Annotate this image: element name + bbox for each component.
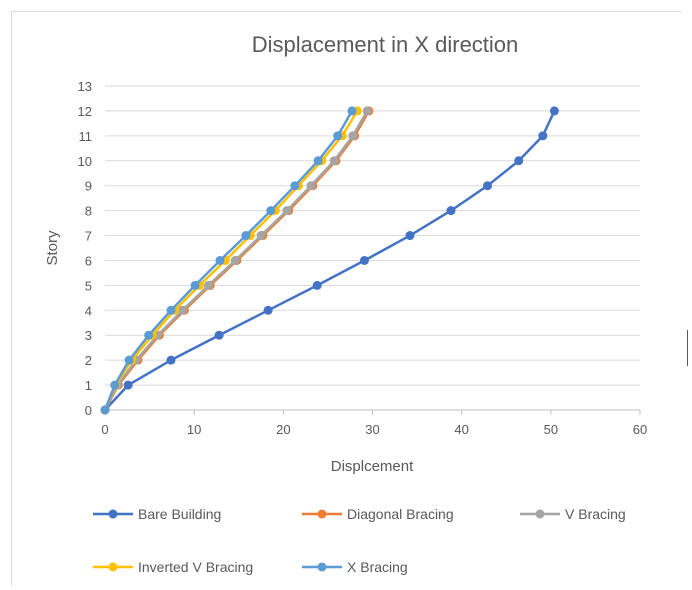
- data-point: [178, 305, 188, 315]
- legend-item: V Bracing: [520, 506, 626, 522]
- y-tick-label: 6: [85, 253, 92, 268]
- legend-label: Bare Building: [138, 506, 221, 522]
- data-point: [347, 106, 357, 116]
- legend-item: Inverted V Bracing: [93, 559, 253, 575]
- y-tick-label: 2: [85, 353, 92, 368]
- x-tick-label: 60: [633, 422, 647, 437]
- legend-item: Bare Building: [93, 506, 221, 522]
- legend-item: Diagonal Bracing: [302, 506, 454, 522]
- legend-label: V Bracing: [565, 506, 626, 522]
- data-point: [266, 206, 276, 216]
- data-point: [282, 206, 292, 216]
- data-point: [123, 380, 133, 390]
- legend-marker: [535, 509, 545, 519]
- y-tick-label: 7: [85, 229, 92, 244]
- data-point: [214, 330, 224, 340]
- y-tick-label: 13: [78, 79, 92, 94]
- x-tick-label: 30: [365, 422, 379, 437]
- data-point: [549, 106, 559, 116]
- y-tick-label: 11: [79, 129, 93, 144]
- data-point: [483, 181, 493, 191]
- x-tick-label: 0: [101, 422, 108, 437]
- data-point: [263, 305, 273, 315]
- data-point: [190, 280, 200, 290]
- data-point: [446, 206, 456, 216]
- data-point: [144, 330, 154, 340]
- data-point: [256, 231, 266, 241]
- data-point: [348, 131, 358, 141]
- x-tick-label: 20: [276, 422, 290, 437]
- legend-label: Inverted V Bracing: [138, 559, 253, 575]
- legend-marker: [108, 562, 118, 572]
- text-cursor: [687, 330, 688, 366]
- data-point: [203, 280, 213, 290]
- y-tick-label: 4: [85, 303, 92, 318]
- y-tick-label: 3: [85, 328, 92, 343]
- chart-frame: [11, 11, 681, 586]
- y-tick-label: 8: [85, 204, 92, 219]
- y-tick-label: 12: [78, 104, 92, 119]
- x-tick-label: 40: [454, 422, 468, 437]
- chart-title: Displacement in X direction: [252, 32, 519, 57]
- data-point: [313, 156, 323, 166]
- data-point: [405, 231, 415, 241]
- y-tick-label: 5: [85, 278, 92, 293]
- legend-label: Diagonal Bracing: [347, 506, 454, 522]
- series-x-bracing: [100, 106, 357, 415]
- data-point: [215, 255, 225, 265]
- gridlines: [105, 85, 640, 386]
- data-point: [514, 156, 524, 166]
- data-point: [362, 106, 372, 116]
- data-point: [241, 231, 251, 241]
- y-tick-label: 10: [78, 154, 92, 169]
- data-point: [333, 131, 343, 141]
- legend-label: X Bracing: [347, 559, 408, 575]
- legend: Bare Building Diagonal Bracing V Bracing In…: [93, 506, 626, 575]
- data-point: [312, 280, 322, 290]
- legend-item: X Bracing: [302, 559, 408, 575]
- data-point: [110, 380, 120, 390]
- y-tick-label: 0: [85, 403, 92, 418]
- y-axis-label: Story: [44, 230, 61, 266]
- x-tick-label: 10: [187, 422, 201, 437]
- data-point: [166, 355, 176, 365]
- data-point: [538, 131, 548, 141]
- legend-marker: [317, 562, 327, 572]
- data-point: [100, 405, 110, 415]
- data-point: [124, 355, 134, 365]
- x-axis-label: Displcement: [331, 458, 414, 475]
- data-point: [329, 156, 339, 166]
- data-point: [306, 181, 316, 191]
- legend-marker: [108, 509, 118, 519]
- legend-marker: [317, 509, 327, 519]
- data-point: [230, 255, 240, 265]
- x-tick-label: 50: [544, 422, 558, 437]
- data-point: [359, 255, 369, 265]
- data-point: [166, 305, 176, 315]
- y-tick-label: 1: [85, 378, 92, 393]
- y-tick-label: 9: [85, 179, 92, 194]
- data-point: [290, 181, 300, 191]
- series-lines: [100, 106, 559, 415]
